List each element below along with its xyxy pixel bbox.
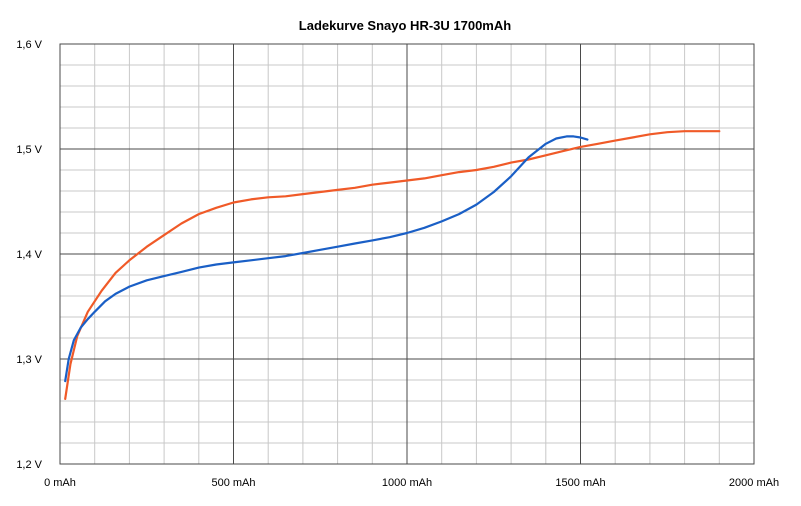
y-tick-label: 1,4 V (16, 249, 42, 261)
y-tick-label: 1,2 V (16, 459, 42, 471)
series-line-1 (64, 130, 721, 400)
x-axis-tick-labels: 0 mAh 500 mAh 1000 mAh 1500 mAh 2000 mAh (44, 477, 779, 489)
plot-frame (59, 43, 755, 465)
y-tick-label: 1,3 V (16, 354, 42, 366)
series-line-2 (64, 135, 589, 383)
y-axis-tick-labels: 1,2 V 1,3 V 1,4 V 1,5 V 1,6 V (16, 39, 42, 471)
x-tick-label: 500 mAh (211, 477, 255, 489)
series-layer (64, 130, 721, 400)
x-tick-label: 2000 mAh (729, 477, 779, 489)
y-tick-label: 1,6 V (16, 39, 42, 51)
x-tick-label: 0 mAh (44, 477, 76, 489)
y-tick-label: 1,5 V (16, 144, 42, 156)
x-tick-label: 1000 mAh (382, 477, 432, 489)
chart-title: Ladekurve Snayo HR-3U 1700mAh (299, 18, 511, 33)
x-tick-label: 1500 mAh (555, 477, 605, 489)
